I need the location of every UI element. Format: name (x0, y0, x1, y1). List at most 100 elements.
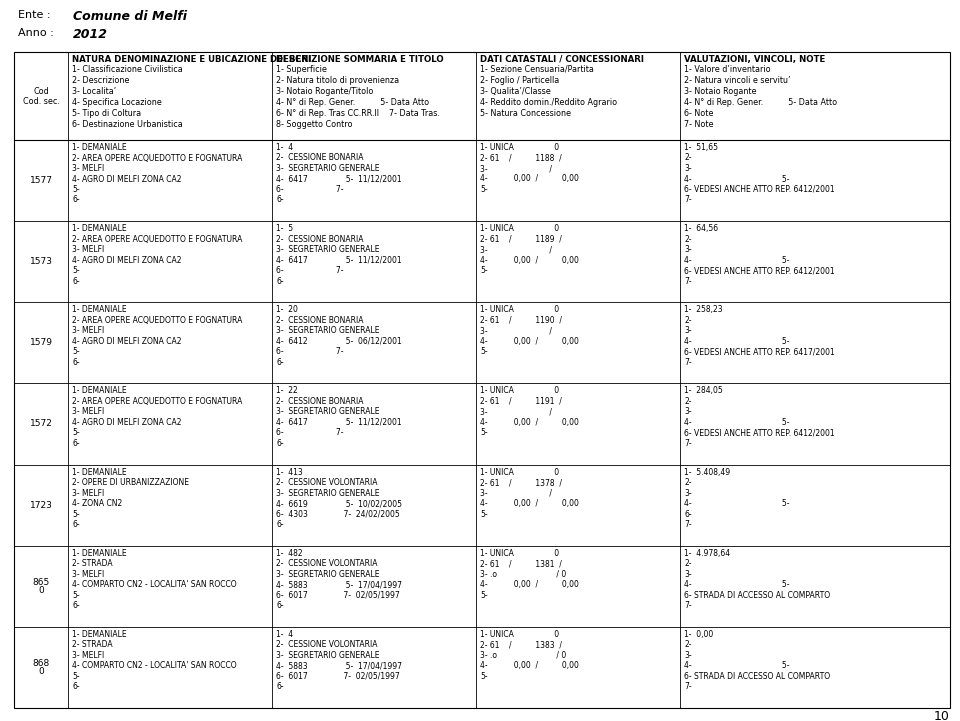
Text: Cod. sec.: Cod. sec. (23, 97, 60, 105)
Text: 4-                                      5-: 4- 5- (684, 661, 790, 671)
Text: 1- UNICA                 0: 1- UNICA 0 (480, 143, 560, 152)
Text: 1- DEMANIALE: 1- DEMANIALE (72, 305, 127, 314)
Text: 1- UNICA                 0: 1- UNICA 0 (480, 305, 560, 314)
Text: 3- MELFI: 3- MELFI (72, 164, 105, 173)
Text: 4- N° di Rep. Gener.          5- Data Atto: 4- N° di Rep. Gener. 5- Data Atto (684, 98, 837, 107)
Text: 1579: 1579 (30, 338, 53, 348)
Text: 3-                          /: 3- / (480, 327, 552, 335)
Text: 2- 61    /          1383  /: 2- 61 / 1383 / (480, 640, 563, 650)
Text: 2- Natura vincoli e servitu’: 2- Natura vincoli e servitu’ (684, 76, 791, 85)
Text: 6-: 6- (276, 520, 284, 529)
Text: 6-: 6- (72, 277, 80, 286)
Text: 6-                      7-: 6- 7- (276, 266, 344, 275)
Text: 1- UNICA                 0: 1- UNICA 0 (480, 549, 560, 558)
Text: 2- 61    /          1191  /: 2- 61 / 1191 / (480, 397, 563, 406)
Text: 1- DEMANIALE: 1- DEMANIALE (72, 468, 127, 477)
Text: Anno :: Anno : (18, 28, 54, 38)
Text: 5-: 5- (480, 348, 488, 356)
Text: 1- Classificazione Civilistica: 1- Classificazione Civilistica (72, 65, 183, 74)
Text: 4- AGRO DI MELFI ZONA CA2: 4- AGRO DI MELFI ZONA CA2 (72, 174, 181, 184)
Text: 6-: 6- (276, 358, 284, 367)
Text: 3- Notaio Rogante/Titolo: 3- Notaio Rogante/Titolo (276, 87, 373, 96)
Text: 4-                                      5-: 4- 5- (684, 256, 790, 265)
Text: 4-                                      5-: 4- 5- (684, 418, 790, 427)
Text: 3-  SEGRETARIO GENERALE: 3- SEGRETARIO GENERALE (276, 489, 380, 497)
Text: 2- 61    /          1378  /: 2- 61 / 1378 / (480, 478, 563, 487)
Text: 4-  5883                5-  17/04/1997: 4- 5883 5- 17/04/1997 (276, 580, 402, 589)
Text: 5- Natura Concessione: 5- Natura Concessione (480, 109, 571, 118)
Text: 3- MELFI: 3- MELFI (72, 489, 105, 497)
Text: 5-: 5- (72, 428, 80, 438)
Text: 2- Descrizione: 2- Descrizione (72, 76, 130, 85)
Text: 4-           0,00  /          0,00: 4- 0,00 / 0,00 (480, 580, 579, 589)
Text: 4-                                      5-: 4- 5- (684, 499, 790, 508)
Text: 4- N° di Rep. Gener.          5- Data Atto: 4- N° di Rep. Gener. 5- Data Atto (276, 98, 429, 107)
Text: 1- DEMANIALE: 1- DEMANIALE (72, 630, 127, 639)
Text: 2- AREA OPERE ACQUEDOTTO E FOGNATURA: 2- AREA OPERE ACQUEDOTTO E FOGNATURA (72, 154, 243, 162)
Text: 7-: 7- (684, 439, 692, 448)
Text: 3- Localita’: 3- Localita’ (72, 87, 116, 96)
Text: 6-                      7-: 6- 7- (276, 428, 344, 438)
Text: 1723: 1723 (30, 500, 53, 510)
Text: 4-                                      5-: 4- 5- (684, 580, 790, 589)
Text: 5-: 5- (480, 185, 488, 194)
Text: 5-: 5- (480, 428, 488, 438)
Text: 3- MELFI: 3- MELFI (72, 327, 105, 335)
Text: 5- Tipo di Coltura: 5- Tipo di Coltura (72, 109, 141, 118)
Text: 5-: 5- (480, 672, 488, 681)
Text: 1-  413: 1- 413 (276, 468, 303, 477)
Text: DATI CATASTALI / CONCESSIONARI: DATI CATASTALI / CONCESSIONARI (480, 55, 644, 64)
Text: 5-: 5- (72, 510, 80, 518)
Text: 1-  4: 1- 4 (276, 143, 294, 152)
Text: Ente :: Ente : (18, 10, 51, 20)
Text: 3-: 3- (684, 164, 692, 173)
Text: 6- N° di Rep. Tras CC.RR.II    7- Data Tras.: 6- N° di Rep. Tras CC.RR.II 7- Data Tras… (276, 109, 441, 118)
Text: 2- OPERE DI URBANIZZAZIONE: 2- OPERE DI URBANIZZAZIONE (72, 478, 189, 487)
Text: 6-: 6- (72, 682, 80, 691)
Text: 4-           0,00  /          0,00: 4- 0,00 / 0,00 (480, 499, 579, 508)
Text: 1-  482: 1- 482 (276, 549, 303, 558)
Text: 2-: 2- (684, 478, 692, 487)
Text: 2- STRADA: 2- STRADA (72, 640, 113, 650)
Text: 6- STRADA DI ACCESSO AL COMPARTO: 6- STRADA DI ACCESSO AL COMPARTO (684, 590, 830, 600)
Text: 3-                          /: 3- / (480, 245, 552, 254)
Text: 2- Foglio / Particella: 2- Foglio / Particella (480, 76, 560, 85)
Text: 1-  258,23: 1- 258,23 (684, 305, 723, 314)
Text: 1- Sezione Censuaria/Partita: 1- Sezione Censuaria/Partita (480, 65, 594, 74)
Text: 6- VEDESI ANCHE ATTO REP. 6412/2001: 6- VEDESI ANCHE ATTO REP. 6412/2001 (684, 185, 835, 194)
Text: 3-: 3- (684, 245, 692, 254)
Text: 1- UNICA                 0: 1- UNICA 0 (480, 468, 560, 477)
Text: 4-  6417                5-  11/12/2001: 4- 6417 5- 11/12/2001 (276, 256, 402, 265)
Text: 5-: 5- (480, 266, 488, 275)
Text: 6-: 6- (72, 195, 80, 205)
Text: 1-  64,56: 1- 64,56 (684, 224, 718, 233)
Text: 5-: 5- (480, 510, 488, 518)
Text: 2- AREA OPERE ACQUEDOTTO E FOGNATURA: 2- AREA OPERE ACQUEDOTTO E FOGNATURA (72, 316, 243, 324)
Text: 2-  CESSIONE BONARIA: 2- CESSIONE BONARIA (276, 234, 364, 244)
Text: 1-  51,65: 1- 51,65 (684, 143, 718, 152)
Text: 3- MELFI: 3- MELFI (72, 570, 105, 579)
Text: 6-                      7-: 6- 7- (276, 185, 344, 194)
Text: 3- Notaio Rogante: 3- Notaio Rogante (684, 87, 756, 96)
Text: 3- MELFI: 3- MELFI (72, 407, 105, 417)
Text: VALUTAZIONI, VINCOLI, NOTE: VALUTAZIONI, VINCOLI, NOTE (684, 55, 826, 64)
Text: 6-: 6- (276, 439, 284, 448)
Text: 5-: 5- (72, 185, 80, 194)
Text: 3-  SEGRETARIO GENERALE: 3- SEGRETARIO GENERALE (276, 327, 380, 335)
Text: 5-: 5- (72, 590, 80, 600)
Text: 2-  CESSIONE VOLONTARIA: 2- CESSIONE VOLONTARIA (276, 478, 378, 487)
Text: 4- Specifica Locazione: 4- Specifica Locazione (72, 98, 162, 107)
Text: 4-                                      5-: 4- 5- (684, 337, 790, 346)
Text: 4-           0,00  /          0,00: 4- 0,00 / 0,00 (480, 661, 579, 671)
Text: 2-  CESSIONE VOLONTARIA: 2- CESSIONE VOLONTARIA (276, 559, 378, 568)
Text: 1- DEMANIALE: 1- DEMANIALE (72, 224, 127, 233)
Text: 2-: 2- (684, 559, 692, 568)
Text: 6- Destinazione Urbanistica: 6- Destinazione Urbanistica (72, 120, 183, 129)
Text: 4-                                      5-: 4- 5- (684, 174, 790, 184)
Text: 3-: 3- (684, 489, 692, 497)
Text: Comune di Melfi: Comune di Melfi (73, 10, 187, 23)
Text: 3-  SEGRETARIO GENERALE: 3- SEGRETARIO GENERALE (276, 407, 380, 417)
Text: 6-: 6- (72, 601, 80, 610)
Text: 7-: 7- (684, 358, 692, 367)
Text: 3-: 3- (684, 570, 692, 579)
